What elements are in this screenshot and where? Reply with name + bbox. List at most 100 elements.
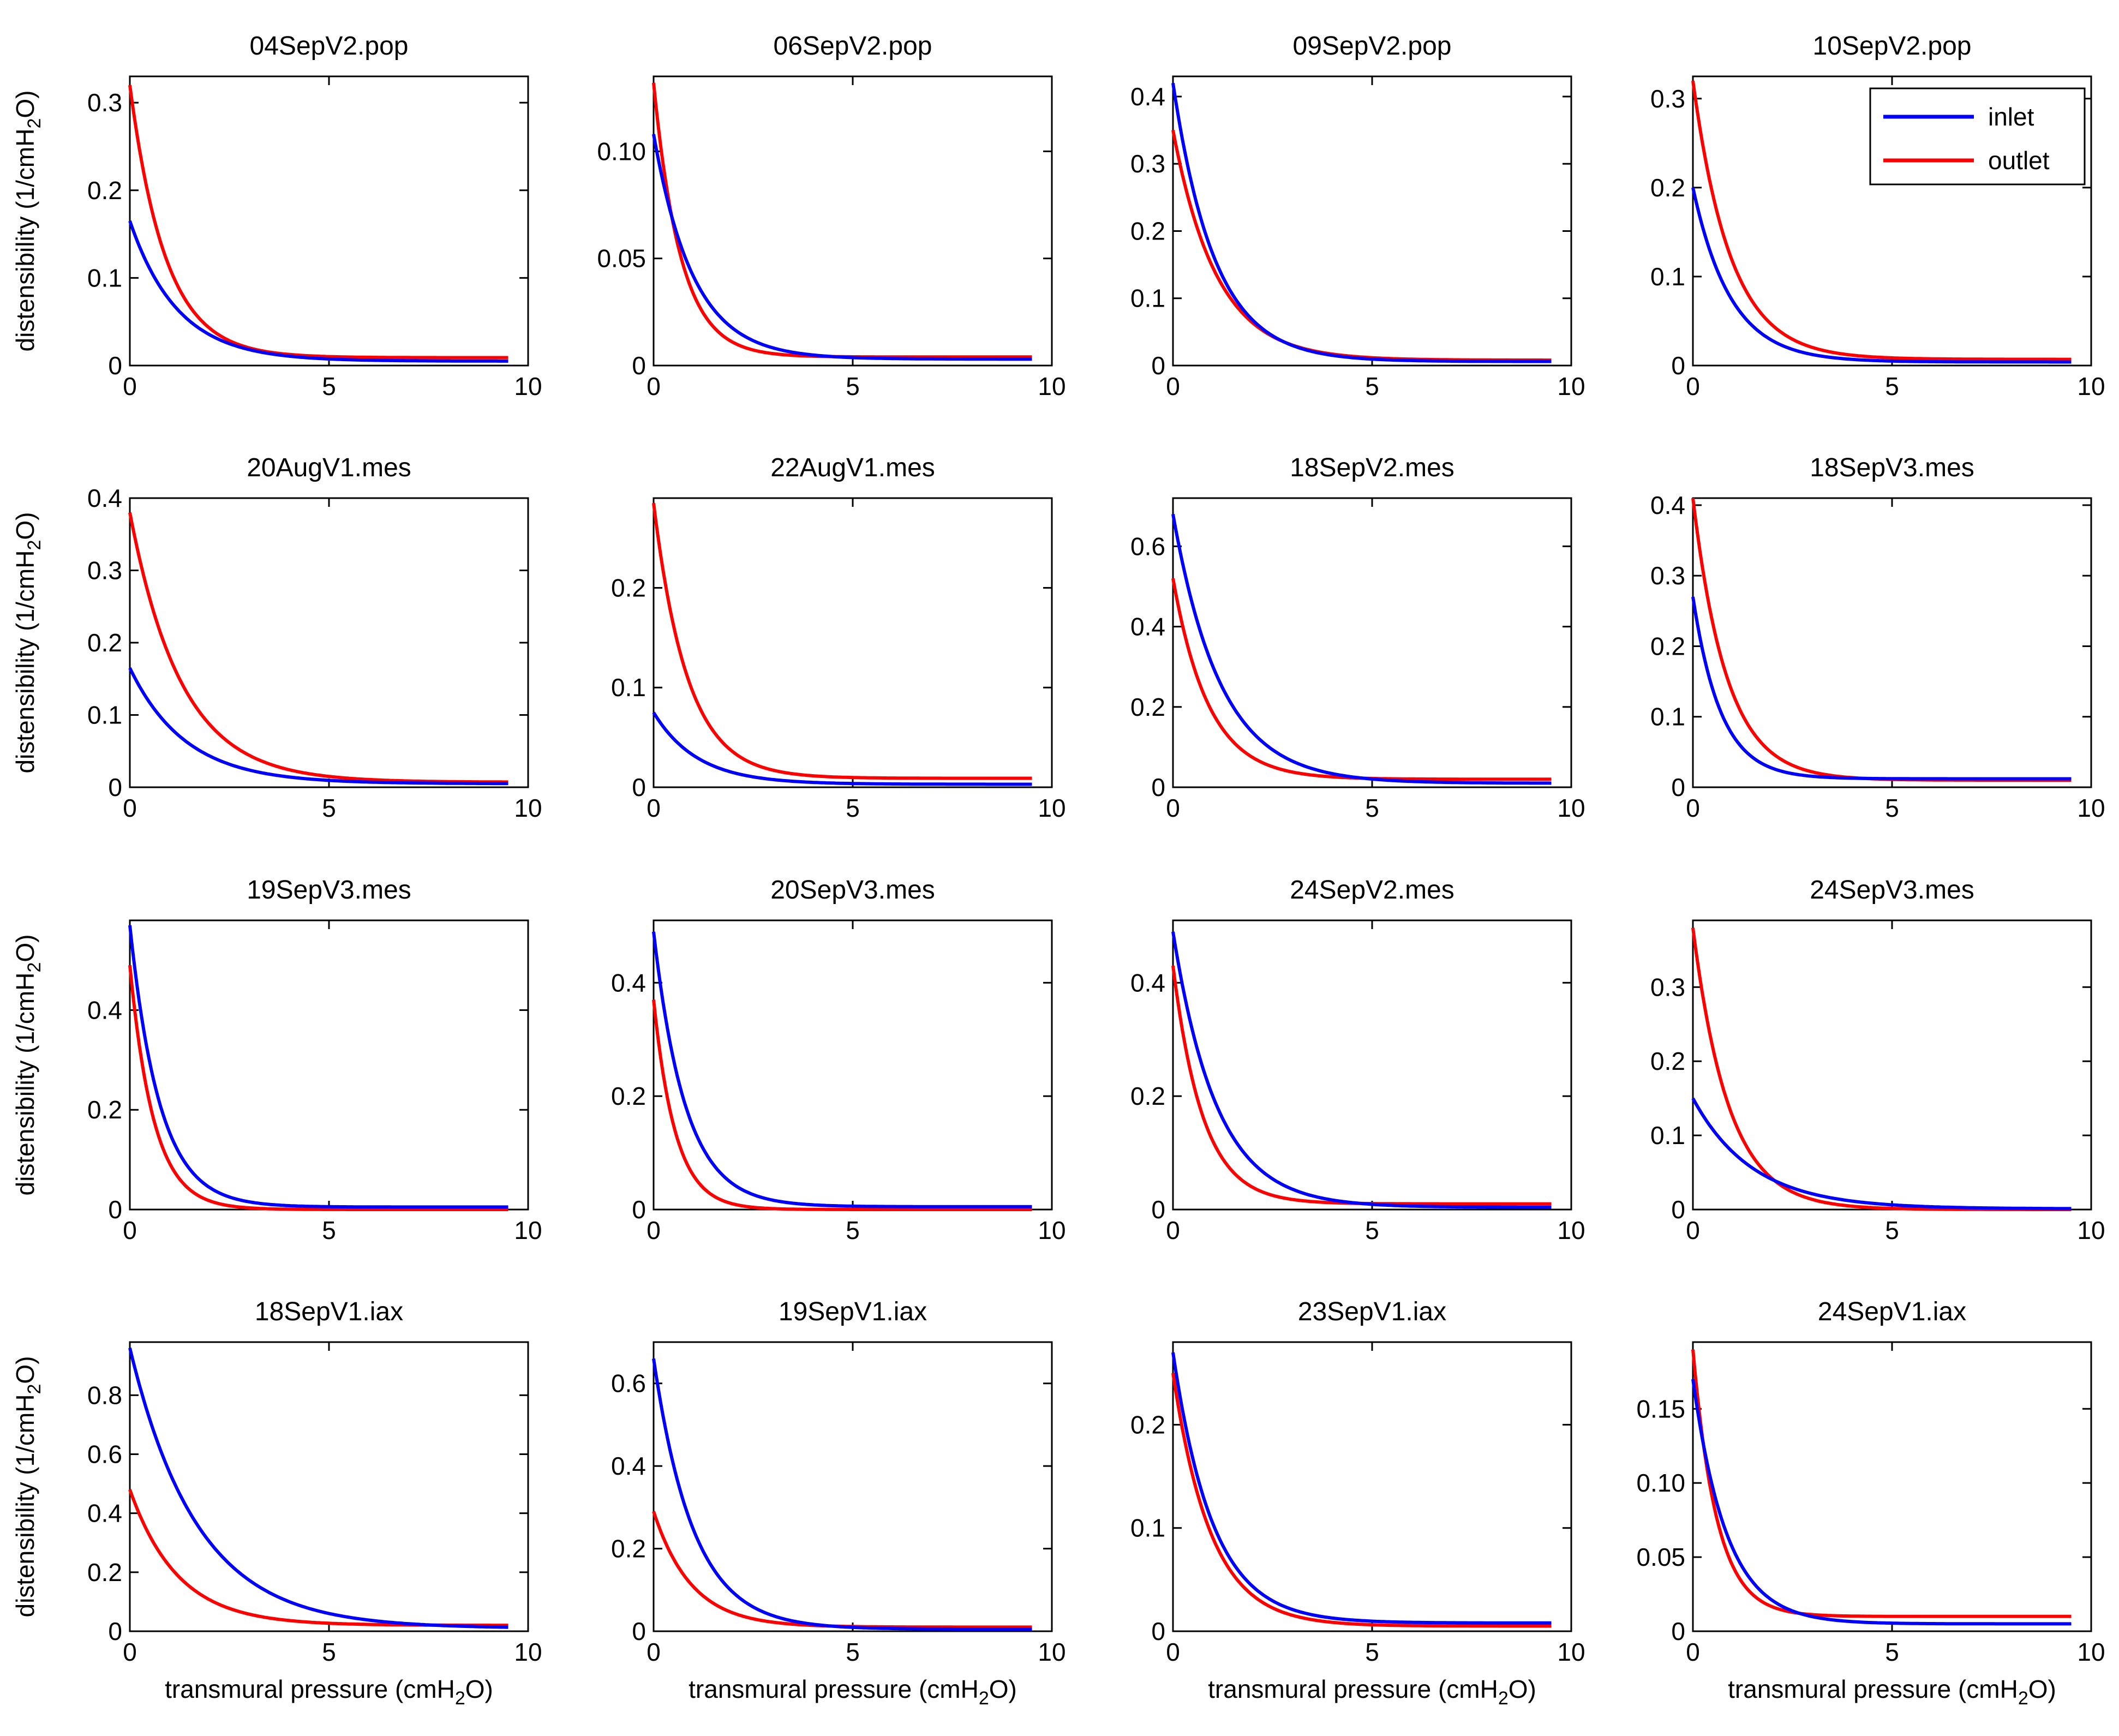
y-tick-label: 0 [1671, 1195, 1685, 1224]
y-tick-label: 0.4 [611, 968, 646, 997]
x-tick-label: 10 [1038, 794, 1066, 822]
legend-box [1869, 87, 2086, 185]
panel-title: 20AugV1.mes [247, 453, 411, 482]
x-tick-label: 0 [1166, 372, 1180, 400]
y-axis-label-sub: 2 [24, 118, 45, 129]
x-axis-label-main: transmural pressure (cmH [165, 1675, 455, 1703]
y-tick-label: 0.2 [1650, 632, 1685, 660]
panel-9: 19SepV3.mes 0 5 10 0 0.2 0.4 distensibility (1/… [11, 876, 542, 1244]
axes-box [1172, 75, 1572, 367]
y-tick-label: 0.1 [87, 701, 122, 729]
x-tick-label: 10 [1038, 1216, 1066, 1244]
y-tick-label: 0.4 [1130, 968, 1165, 997]
outlet-curve [128, 965, 508, 1211]
y-axis-label-sub: 2 [24, 1384, 45, 1394]
y-axis-label-main: distensibility (1/cmH [11, 973, 39, 1196]
panel-4: 10SepV2.pop 0 5 10 0 0.1 0.2 0.3 inlet outlet [1650, 32, 2105, 400]
y-axis-label-main: distensibility (1/cmH [11, 550, 39, 774]
axes-box [1172, 497, 1572, 788]
x-tick-label: 10 [2077, 1216, 2105, 1244]
y-axis-label: distensibility (1/cmH2O) [11, 1356, 45, 1617]
y-axis-label-sub: 2 [24, 540, 45, 550]
x-tick-label: 0 [1686, 794, 1700, 822]
inlet-curve [652, 1358, 1032, 1631]
y-tick-label: 0 [108, 773, 122, 801]
panel-title: 24SepV2.mes [1290, 876, 1454, 905]
y-tick-label: 0.05 [1636, 1543, 1685, 1571]
y-tick-label: 0.2 [1130, 1082, 1165, 1110]
x-axis-label-main: transmural pressure (cmH [689, 1675, 979, 1703]
y-tick-label: 0 [632, 1617, 646, 1645]
y-tick-label: 0 [1151, 1617, 1165, 1645]
y-tick-label: 0.3 [1130, 149, 1165, 178]
x-tick-label: 5 [1365, 794, 1379, 822]
y-tick-label: 0.2 [1130, 1410, 1165, 1439]
x-tick-label: 5 [322, 1638, 336, 1666]
x-tick-label: 10 [1557, 372, 1585, 400]
x-tick-label: 10 [1557, 1638, 1585, 1666]
inlet-curve [128, 925, 508, 1209]
y-tick-label: 0.3 [1650, 973, 1685, 1001]
y-tick-label: 0.6 [611, 1369, 646, 1398]
y-tick-label: 0 [1151, 1195, 1165, 1224]
legend: inlet outlet [1869, 87, 2086, 185]
panel-title: 18SepV3.mes [1810, 453, 1974, 482]
y-tick-label: 0.3 [1650, 561, 1685, 590]
y-tick-label: 0 [1151, 773, 1165, 801]
y-tick-label: 0.1 [611, 673, 646, 702]
x-tick-label: 10 [1557, 794, 1585, 822]
panel-5: 20AugV1.mes 0 5 10 0 0.1 0.2 0.3 0.4 distensibili… [11, 453, 542, 822]
outlet-curve [128, 512, 508, 784]
x-tick-label: 0 [1686, 1216, 1700, 1244]
y-tick-label: 0.4 [87, 484, 122, 512]
x-tick-label: 10 [514, 794, 542, 822]
x-axis-label-sub: 2 [1498, 1688, 1509, 1709]
y-tick-label: 0.2 [611, 1082, 646, 1110]
panel-10: 20SepV3.mes 0 5 10 0 0.2 0.4 [611, 876, 1066, 1244]
x-tick-label: 0 [647, 1638, 661, 1666]
outlet-curve [652, 999, 1032, 1211]
y-tick-label: 0.1 [1130, 1514, 1165, 1542]
x-axis-label: transmural pressure (cmH2O) [689, 1675, 1017, 1709]
y-tick-label: 0.4 [87, 996, 122, 1024]
x-tick-label: 10 [514, 1638, 542, 1666]
x-axis-label: transmural pressure (cmH2O) [1208, 1675, 1536, 1709]
panel-16: 24SepV1.iax 0 5 10 0 0.05 0.10 0.15 transmural p… [1636, 1297, 2105, 1709]
y-tick-label: 0.1 [1650, 1121, 1685, 1150]
axes-box [1692, 1341, 2092, 1632]
panel-3: 09SepV2.pop 0 5 10 0 0.1 0.2 0.3 0.4 [1130, 32, 1585, 400]
panel-6: 22AugV1.mes 0 5 10 0 0.1 0.2 [611, 453, 1066, 822]
axes-box [129, 497, 529, 788]
y-tick-label: 0.6 [1130, 532, 1165, 560]
x-tick-label: 10 [2077, 794, 2105, 822]
panel-title: 10SepV2.pop [1813, 32, 1972, 61]
x-tick-label: 5 [1885, 1638, 1899, 1666]
panel-11: 24SepV2.mes 0 5 10 0 0.2 0.4 [1130, 876, 1585, 1244]
y-tick-label: 0.05 [597, 244, 646, 273]
x-axis-label-end: O) [1509, 1675, 1536, 1703]
y-tick-label: 0.2 [87, 1558, 122, 1587]
x-tick-label: 5 [846, 1638, 860, 1666]
x-tick-label: 0 [1686, 1638, 1700, 1666]
panel-14: 19SepV1.iax 0 5 10 0 0.2 0.4 0.6 transmural pres… [611, 1297, 1066, 1709]
inlet-curve [652, 134, 1032, 361]
x-tick-label: 0 [647, 794, 661, 822]
panel-title: 20SepV3.mes [770, 876, 935, 905]
y-tick-label: 0.2 [611, 1535, 646, 1563]
inlet-curve [128, 220, 508, 363]
y-axis-label: distensibility (1/cmH2O) [11, 90, 45, 351]
x-tick-label: 5 [1365, 1638, 1379, 1666]
outlet-curve [128, 85, 508, 360]
x-tick-label: 5 [846, 1216, 860, 1244]
x-tick-label: 5 [1365, 1216, 1379, 1244]
y-tick-label: 0.4 [1650, 491, 1685, 519]
x-tick-label: 10 [1038, 1638, 1066, 1666]
x-tick-label: 0 [1686, 372, 1700, 400]
y-axis-label-sub: 2 [24, 962, 45, 973]
y-tick-label: 0.1 [1650, 703, 1685, 731]
panel-title: 09SepV2.pop [1293, 32, 1452, 61]
y-tick-label: 0.1 [1130, 284, 1165, 313]
axes-box [653, 497, 1053, 788]
outlet-curve [1691, 1349, 2072, 1618]
axes-box [1692, 497, 2092, 788]
